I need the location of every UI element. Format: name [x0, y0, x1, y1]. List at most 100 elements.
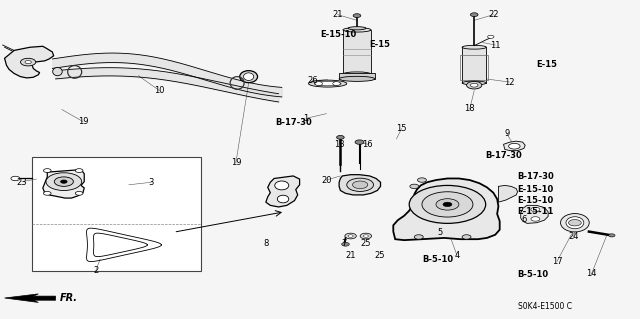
Circle shape: [348, 235, 353, 237]
Ellipse shape: [339, 76, 375, 81]
Text: B-17-30: B-17-30: [486, 151, 522, 160]
Polygon shape: [339, 175, 381, 195]
Circle shape: [410, 184, 419, 189]
Text: 8: 8: [263, 239, 269, 248]
Text: FR.: FR.: [60, 293, 78, 303]
Circle shape: [61, 180, 67, 183]
Ellipse shape: [343, 28, 371, 32]
Text: E-15-10: E-15-10: [320, 30, 356, 39]
Circle shape: [44, 169, 51, 173]
Polygon shape: [499, 185, 518, 202]
Polygon shape: [4, 294, 56, 302]
Circle shape: [443, 202, 452, 207]
Text: E-15: E-15: [537, 60, 557, 69]
Text: 19: 19: [77, 117, 88, 126]
Circle shape: [417, 178, 426, 182]
Circle shape: [333, 82, 340, 85]
Circle shape: [609, 234, 615, 237]
Circle shape: [315, 82, 323, 85]
Polygon shape: [43, 170, 84, 198]
Circle shape: [409, 185, 486, 223]
Text: 21: 21: [333, 10, 343, 19]
Polygon shape: [504, 141, 525, 151]
Circle shape: [46, 173, 82, 190]
Circle shape: [337, 136, 344, 139]
Bar: [460, 55, 488, 80]
Text: B-5-10: B-5-10: [422, 255, 453, 263]
Bar: [339, 73, 375, 79]
Circle shape: [470, 13, 478, 17]
Ellipse shape: [566, 217, 584, 229]
Circle shape: [470, 83, 478, 87]
Text: 24: 24: [568, 233, 579, 241]
Circle shape: [360, 233, 372, 239]
Text: 5: 5: [437, 228, 442, 237]
Text: 21: 21: [346, 251, 356, 260]
Ellipse shape: [347, 178, 374, 191]
Circle shape: [20, 58, 36, 66]
Ellipse shape: [509, 143, 520, 149]
Ellipse shape: [353, 181, 368, 189]
Text: 1: 1: [303, 114, 308, 123]
Text: 18: 18: [465, 104, 475, 113]
Circle shape: [531, 217, 540, 221]
Circle shape: [342, 242, 349, 246]
Text: 6: 6: [521, 215, 527, 224]
Text: B-5-10: B-5-10: [518, 271, 548, 279]
Circle shape: [467, 81, 482, 89]
Text: 25: 25: [360, 239, 371, 248]
Text: E-15-11: E-15-11: [518, 207, 554, 216]
Circle shape: [488, 35, 494, 38]
Circle shape: [531, 207, 540, 212]
Text: 2: 2: [93, 266, 99, 275]
Polygon shape: [394, 178, 500, 240]
Circle shape: [11, 176, 20, 181]
Ellipse shape: [561, 214, 589, 232]
Circle shape: [76, 169, 83, 173]
Text: 9: 9: [504, 129, 509, 138]
Text: B-17-30: B-17-30: [275, 118, 312, 127]
Text: 13: 13: [334, 140, 344, 149]
Ellipse shape: [308, 80, 347, 87]
Circle shape: [345, 233, 356, 239]
Ellipse shape: [240, 70, 257, 83]
Text: E-15-10: E-15-10: [518, 185, 554, 194]
Ellipse shape: [462, 45, 486, 49]
Text: E-15-10: E-15-10: [518, 196, 554, 205]
Text: 25: 25: [374, 251, 385, 260]
Circle shape: [462, 235, 471, 239]
Circle shape: [76, 191, 83, 195]
Circle shape: [364, 235, 369, 237]
Text: 3: 3: [148, 178, 154, 187]
Text: 15: 15: [396, 124, 407, 133]
Text: 22: 22: [488, 10, 499, 19]
Text: 14: 14: [586, 270, 596, 278]
Bar: [343, 30, 371, 74]
Text: 20: 20: [321, 175, 332, 185]
Text: 7: 7: [342, 239, 347, 248]
Text: 10: 10: [154, 86, 164, 95]
Ellipse shape: [52, 68, 62, 76]
Ellipse shape: [314, 81, 341, 86]
Text: E-15: E-15: [370, 40, 390, 49]
Text: 19: 19: [230, 158, 241, 167]
Text: 26: 26: [307, 76, 317, 85]
Circle shape: [44, 191, 51, 195]
Text: 23: 23: [17, 178, 27, 187]
Text: 11: 11: [490, 41, 500, 49]
Text: 16: 16: [362, 140, 373, 149]
Text: 12: 12: [504, 78, 515, 86]
Bar: [32, 157, 201, 271]
Ellipse shape: [244, 73, 253, 80]
Ellipse shape: [462, 81, 486, 85]
Polygon shape: [521, 205, 548, 223]
Circle shape: [436, 199, 459, 210]
Circle shape: [25, 61, 31, 64]
Circle shape: [414, 235, 423, 239]
Text: B-17-30: B-17-30: [518, 172, 554, 182]
Polygon shape: [266, 176, 300, 207]
Text: 4: 4: [454, 251, 460, 260]
Circle shape: [355, 140, 364, 144]
Circle shape: [422, 192, 473, 217]
Circle shape: [54, 177, 74, 186]
